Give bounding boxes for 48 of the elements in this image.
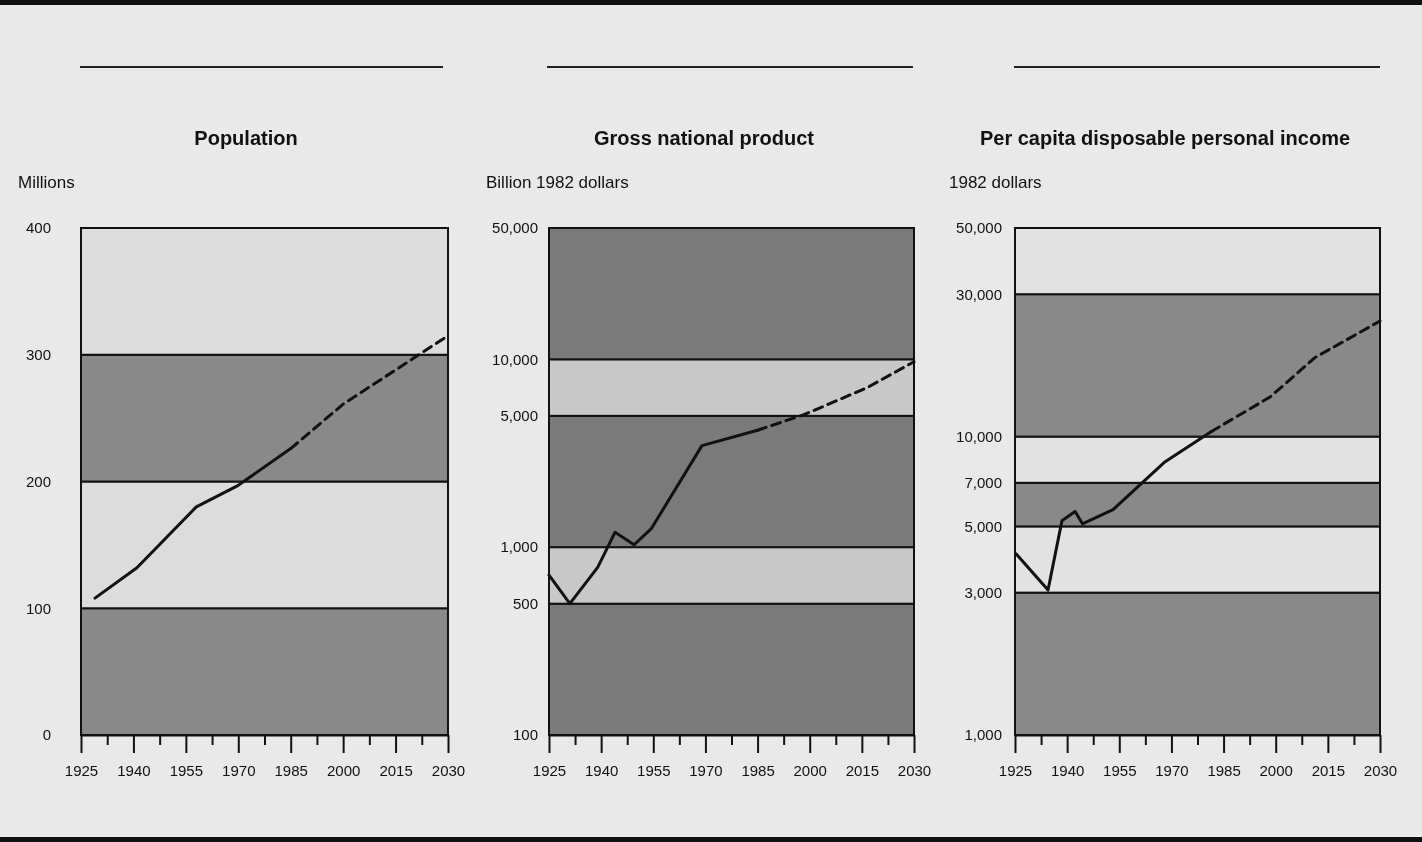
y-tick-label: 0 [42, 726, 51, 744]
x-tick-label: 1940 [584, 761, 619, 779]
x-tick-label: 1955 [637, 761, 671, 779]
x-tick-label: 1970 [1155, 761, 1189, 779]
x-tick-label: 1925 [532, 761, 567, 779]
y-tick-label: 5,000 [500, 407, 538, 425]
x-tick-label: 1940 [1050, 761, 1085, 779]
x-tick-label: 1925 [64, 761, 99, 779]
x-tick-label: 2015 [379, 761, 413, 779]
y-axis-title: 1982 dollars [949, 173, 1042, 192]
x-tick-label: 2015 [1311, 761, 1346, 779]
chart-title: Per capita disposable personal income [979, 127, 1351, 149]
x-tick-label: 2000 [326, 761, 361, 779]
x-tick-label: 1925 [998, 761, 1033, 779]
y-tick-label: 10,000 [956, 427, 1002, 445]
x-tick-label: 2000 [793, 761, 827, 779]
y-tick-label: 50,000 [492, 219, 538, 237]
y-axis-title: Billion 1982 dollars [486, 173, 629, 192]
y-tick-label: 1,000 [500, 538, 538, 556]
x-tick-label: 1985 [274, 761, 308, 779]
y-tick-label: 100 [25, 599, 51, 617]
y-tick-label: 200 [25, 472, 51, 490]
y-tick-label: 500 [512, 595, 538, 612]
y-tick-label: 3,000 [964, 583, 1002, 601]
y-tick-label: 1,000 [964, 726, 1002, 744]
x-tick-label: 1985 [1207, 761, 1241, 779]
x-tick-label: 2015 [845, 761, 880, 779]
x-tick-label: 2030 [897, 761, 932, 779]
y-axis-title: Millions [18, 173, 75, 192]
x-tick-label: 2030 [431, 761, 466, 779]
x-tick-label: 1970 [222, 761, 256, 779]
y-tick-label: 10,000 [492, 350, 538, 368]
y-tick-label: 30,000 [956, 285, 1002, 303]
x-tick-label: 1955 [1103, 761, 1137, 779]
y-tick-label: 5,000 [964, 517, 1002, 535]
x-tick-label: 1985 [741, 761, 775, 779]
y-tick-label: 7,000 [964, 474, 1002, 492]
y-tick-label: 100 [512, 726, 538, 744]
x-tick-label: 1955 [169, 761, 204, 779]
x-tick-label: 2030 [1363, 761, 1398, 779]
chart-title: Gross national product [593, 127, 815, 149]
chart-title: Population [194, 127, 298, 149]
y-tick-label: 300 [25, 346, 51, 364]
x-tick-label: 2000 [1259, 761, 1293, 779]
y-tick-label: 400 [25, 219, 51, 237]
y-tick-label: 50,000 [956, 219, 1002, 237]
x-tick-label: 1940 [117, 761, 151, 779]
x-tick-label: 1970 [689, 761, 723, 779]
